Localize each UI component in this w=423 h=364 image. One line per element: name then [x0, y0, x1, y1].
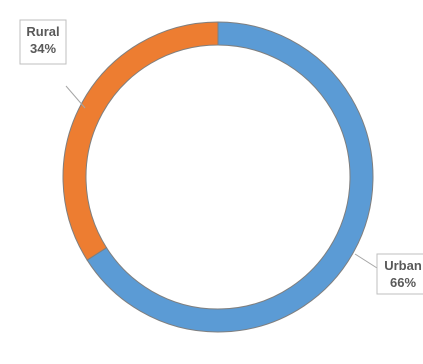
- label-value-urban: 66%: [390, 275, 416, 290]
- label-category-urban: Urban: [384, 258, 422, 273]
- callout-box-rural: [19, 19, 67, 65]
- leader-line-urban: [354, 253, 378, 269]
- label-value-rural: 34%: [30, 41, 56, 56]
- data-labels-group: Urban 66% Rural 34%: [19, 19, 423, 295]
- slice-urban: [86, 21, 374, 333]
- leader-lines-group: [65, 85, 378, 269]
- label-category-rural: Rural: [26, 24, 59, 39]
- slices-group: [62, 21, 374, 333]
- data-label-urban: Urban 66%: [376, 253, 423, 295]
- callout-box-urban: [376, 253, 423, 295]
- slice-rural: [62, 21, 219, 261]
- data-label-rural: Rural 34%: [19, 19, 67, 65]
- leader-line-rural: [65, 85, 86, 109]
